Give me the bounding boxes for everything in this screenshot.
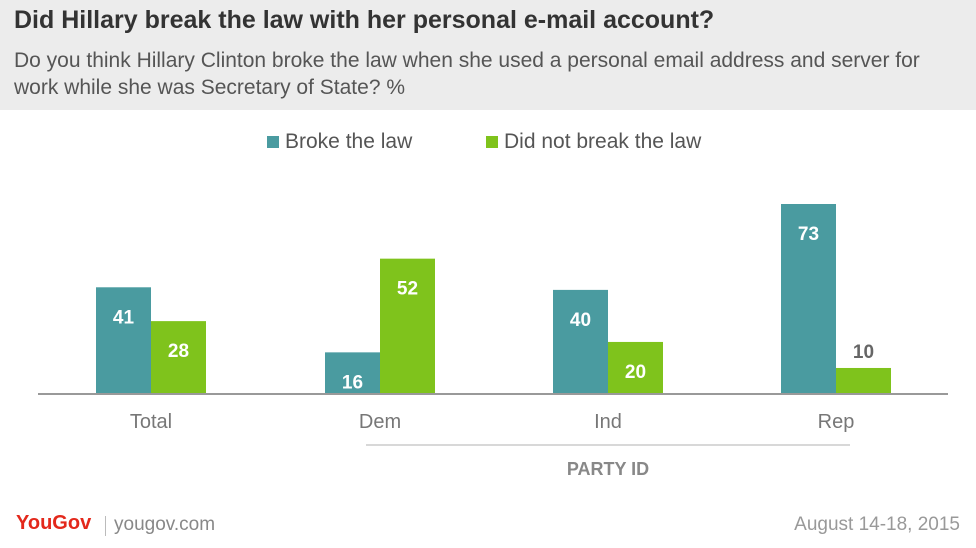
legend: Broke the law Did not break the law [0, 130, 976, 160]
footer-divider [105, 516, 106, 536]
footer-site: yougov.com [114, 514, 216, 535]
footer-date: August 14-18, 2015 [794, 514, 960, 535]
data-label-broke-dem: 16 [342, 372, 363, 393]
legend-label-did-not-break: Did not break the law [504, 130, 702, 153]
data-label-not-broke-dem: 52 [397, 279, 418, 300]
x-tick-label-dem: Dem [359, 411, 401, 433]
data-label-not-broke-total: 28 [168, 341, 189, 362]
chart-subtitle: Do you think Hillary Clinton broke the l… [14, 49, 920, 99]
bar-broke-total [96, 287, 151, 394]
data-label-broke-rep: 73 [798, 224, 819, 245]
group-label-party-id: PARTY ID [567, 459, 649, 479]
data-label-not-broke-ind: 20 [625, 362, 646, 383]
legend-item-did-not-break: Did not break the law [486, 130, 701, 154]
bar-broke-dem [325, 352, 380, 394]
chart-title: Did Hillary break the law with her perso… [14, 6, 715, 34]
bar-not-broke-total [151, 321, 206, 394]
header-panel: Did Hillary break the law with her perso… [0, 0, 976, 110]
x-tick-label-rep: Rep [818, 411, 855, 433]
bar-broke-ind [553, 289, 608, 394]
bar-not-broke-rep [836, 367, 891, 394]
x-tick-label-ind: Ind [594, 411, 622, 433]
yougov-logo: YouGov [16, 512, 92, 534]
legend-swatch-did-not-break [486, 136, 498, 148]
bar-broke-rep [781, 204, 836, 394]
data-label-broke-total: 41 [113, 307, 135, 328]
legend-item-broke: Broke the law [267, 130, 412, 154]
legend-swatch-broke [267, 136, 279, 148]
legend-label-broke: Broke the law [285, 130, 413, 153]
bar-not-broke-dem [380, 258, 435, 394]
data-label-not-broke-rep: 10 [853, 342, 874, 363]
bar-not-broke-ind [608, 341, 663, 394]
x-tick-label-total: Total [130, 411, 172, 433]
data-label-broke-ind: 40 [570, 310, 591, 331]
